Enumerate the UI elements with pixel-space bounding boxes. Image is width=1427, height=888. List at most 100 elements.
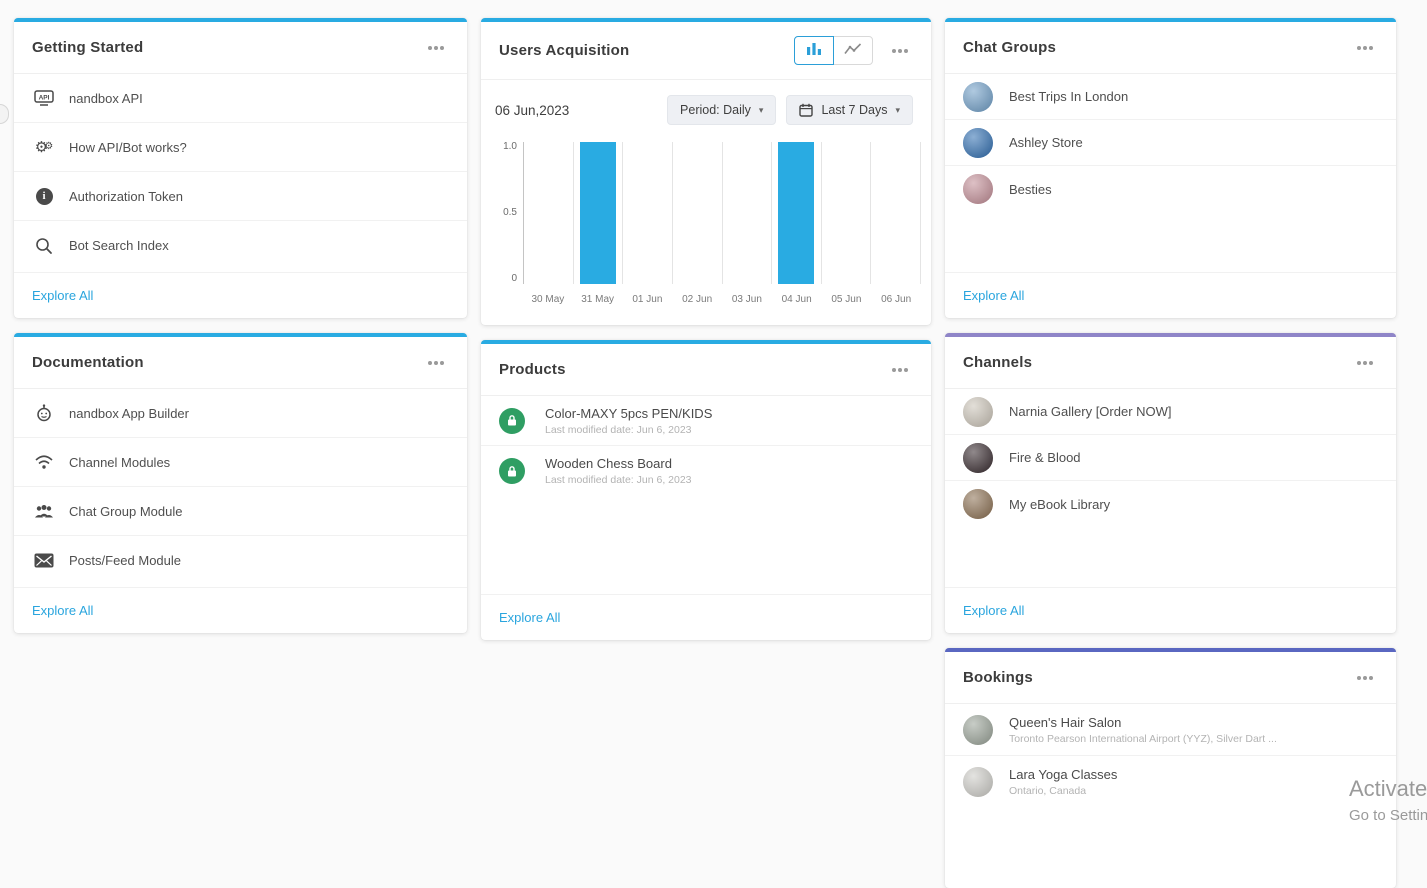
avatar <box>963 442 993 473</box>
more-options-button[interactable] <box>423 35 449 61</box>
chart-column <box>772 142 822 284</box>
explore-all-link[interactable]: Explore All <box>499 610 561 625</box>
card-header: Products <box>481 344 931 396</box>
users-acquisition-card: Users Acquisition <box>481 18 931 325</box>
avatar <box>963 767 993 797</box>
list-item[interactable]: Chat Group Module <box>14 487 467 536</box>
list-item[interactable]: Fire & Blood <box>945 435 1396 481</box>
card-title: Channels <box>963 354 1033 371</box>
more-options-icon <box>1363 360 1367 365</box>
more-options-button[interactable] <box>1352 35 1378 61</box>
list-item[interactable]: Best Trips In London <box>945 74 1396 120</box>
more-options-icon <box>434 45 438 50</box>
explore-row: Explore All <box>14 587 467 633</box>
list-item[interactable]: My eBook Library <box>945 481 1396 527</box>
explore-all-link[interactable]: Explore All <box>32 288 94 303</box>
x-axis-label: 04 Jun <box>781 294 812 305</box>
lock-icon <box>499 407 525 434</box>
avatar <box>963 174 993 204</box>
bar-chart-icon <box>806 42 822 59</box>
avatar <box>963 396 993 427</box>
card-header: Users Acquisition <box>481 22 931 80</box>
list-item[interactable]: Lara Yoga Classes Ontario, Canada <box>945 756 1396 808</box>
products-card: Products Color-MAXY 5pcs PEN/KIDS Last m… <box>481 340 931 640</box>
explore-row: Explore All <box>481 594 931 640</box>
more-options-icon <box>1363 45 1367 50</box>
explore-row: Explore All <box>945 272 1396 318</box>
bookings-card: Bookings Queen's Hair Salon Toronto Pear… <box>945 648 1396 888</box>
list-item[interactable]: Ashley Store <box>945 120 1396 166</box>
chart-date: 06 Jun,2023 <box>495 102 570 118</box>
card-title: Users Acquisition <box>499 42 630 59</box>
list-item-label: How API/Bot works? <box>69 139 187 155</box>
channels-list: Narnia Gallery [Order NOW] Fire & Blood … <box>945 389 1396 587</box>
date-range-value: Last 7 Days <box>821 103 888 117</box>
date-range-select[interactable]: Last 7 Days ▾ <box>786 95 913 125</box>
more-options-icon <box>898 48 902 53</box>
list-item[interactable]: Narnia Gallery [Order NOW] <box>945 389 1396 435</box>
chat-group-name: Ashley Store <box>1009 135 1083 150</box>
more-options-icon <box>898 367 902 372</box>
plot-area: 30 May 31 May 01 Jun 02 Jun 03 Jun 04 Jun 05 J… <box>523 142 921 305</box>
list-item-label: Channel Modules <box>69 454 171 470</box>
list-item[interactable]: ⚙ ⚙ How API/Bot works? <box>14 123 467 172</box>
explore-all-link[interactable]: Explore All <box>32 603 94 618</box>
plot <box>523 142 921 284</box>
chat-group-name: Best Trips In London <box>1009 89 1129 104</box>
avatar <box>963 714 993 745</box>
card-title: Chat Groups <box>963 39 1057 56</box>
x-axis-label: 30 May <box>531 294 565 305</box>
period-select[interactable]: Period: Daily ▾ <box>667 95 777 125</box>
list-item[interactable]: API nandbox API <box>14 74 467 123</box>
list-item[interactable]: Posts/Feed Module <box>14 536 467 585</box>
more-options-button[interactable] <box>423 350 449 376</box>
list-item-label: nandbox API <box>69 90 143 106</box>
api-icon: API <box>32 89 56 107</box>
avatar <box>963 81 993 112</box>
more-options-button[interactable] <box>887 357 913 383</box>
chat-group-name: Besties <box>1009 181 1052 197</box>
y-axis-label: 0 <box>511 273 517 284</box>
chart-type-toggle <box>794 36 873 65</box>
more-options-button[interactable] <box>887 38 913 64</box>
posts-feed-icon <box>32 553 56 568</box>
list-item[interactable]: Color-MAXY 5pcs PEN/KIDS Last modified d… <box>481 396 931 446</box>
list-item[interactable]: Besties <box>945 166 1396 212</box>
app-builder-icon <box>32 404 56 422</box>
bar-chart-toggle-button[interactable] <box>794 36 834 65</box>
product-modified-date: Last modified date: Jun 6, 2023 <box>545 474 692 486</box>
list-item-label: Authorization Token <box>69 188 183 204</box>
x-axis-label: 06 Jun <box>881 294 912 305</box>
list-item[interactable]: Wooden Chess Board Last modified date: J… <box>481 446 931 496</box>
list-item[interactable]: Queen's Hair Salon Toronto Pearson Inter… <box>945 704 1396 756</box>
line-chart-toggle-button[interactable] <box>833 36 873 65</box>
avatar <box>963 489 993 519</box>
header-actions <box>794 36 913 65</box>
list-item[interactable]: Bot Search Index <box>14 221 467 270</box>
y-axis-label: 1.0 <box>503 141 517 152</box>
booking-location: Toronto Pearson International Airport (Y… <box>1009 732 1277 745</box>
drawer-handle[interactable] <box>0 104 9 124</box>
avatar <box>963 127 993 158</box>
x-axis-label: 03 Jun <box>731 294 762 305</box>
more-options-icon <box>434 360 438 365</box>
chart-column <box>871 142 921 284</box>
explore-all-link[interactable]: Explore All <box>963 603 1025 618</box>
column-right: Chat Groups Best Trips In London Ashley … <box>945 18 1396 888</box>
list-item[interactable]: Channel Modules <box>14 438 467 487</box>
x-axis-label: 02 Jun <box>682 294 713 305</box>
bookings-list: Queen's Hair Salon Toronto Pearson Inter… <box>945 704 1396 888</box>
list-item-label: Bot Search Index <box>69 238 169 253</box>
chat-groups-card: Chat Groups Best Trips In London Ashley … <box>945 18 1396 318</box>
booking-name: Queen's Hair Salon <box>1009 714 1122 730</box>
chart-bar <box>579 142 616 284</box>
more-options-button[interactable] <box>1352 665 1378 691</box>
y-axis: 1.0 0.5 0 <box>495 142 523 284</box>
more-options-button[interactable] <box>1352 350 1378 376</box>
explore-all-link[interactable]: Explore All <box>963 288 1025 303</box>
chart-bar <box>778 142 815 284</box>
list-item[interactable]: i Authorization Token <box>14 172 467 221</box>
getting-started-card: Getting Started API nandbox API ⚙ ⚙ How A… <box>14 18 467 318</box>
product-name: Color-MAXY 5pcs PEN/KIDS <box>545 405 713 421</box>
list-item[interactable]: nandbox App Builder <box>14 389 467 438</box>
